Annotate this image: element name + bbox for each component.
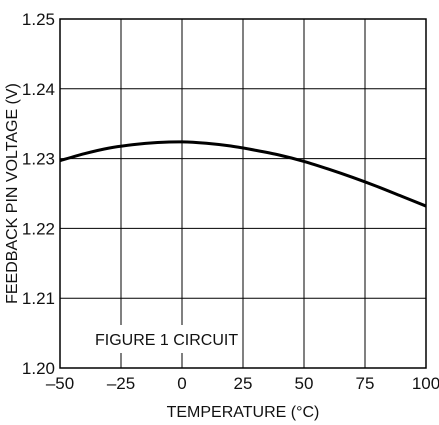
y-tick-label: 1.22 [22,219,55,238]
y-axis-label: FEEDBACK PIN VOLTAGE (V) [4,83,21,304]
x-tick-label: –25 [107,374,135,393]
plot-frame [59,18,427,369]
annotation-text: FIGURE 1 CIRCUIT [95,332,238,349]
y-tick-label: 1.24 [22,80,55,99]
x-tick-label: 75 [356,374,375,393]
y-tick-label: 1.23 [22,150,55,169]
x-tick-label: 100 [412,374,439,393]
annotation-background [87,325,239,353]
x-tick-label: –50 [46,374,74,393]
x-tick-label: 25 [234,374,253,393]
y-tick-label: 1.20 [22,359,55,378]
grid [59,18,427,369]
y-tick-label: 1.25 [22,10,55,29]
y-tick-label: 1.21 [22,289,55,308]
x-tick-label: 50 [295,374,314,393]
x-tick-label: 0 [177,374,186,393]
tick-labels: –50 –25 0 25 50 75 100 1.20 1.21 1.22 1.23 1.24 1.25 [22,10,439,393]
x-axis-label: TEMPERATURE (°C) [167,404,320,421]
series-line [59,140,427,208]
